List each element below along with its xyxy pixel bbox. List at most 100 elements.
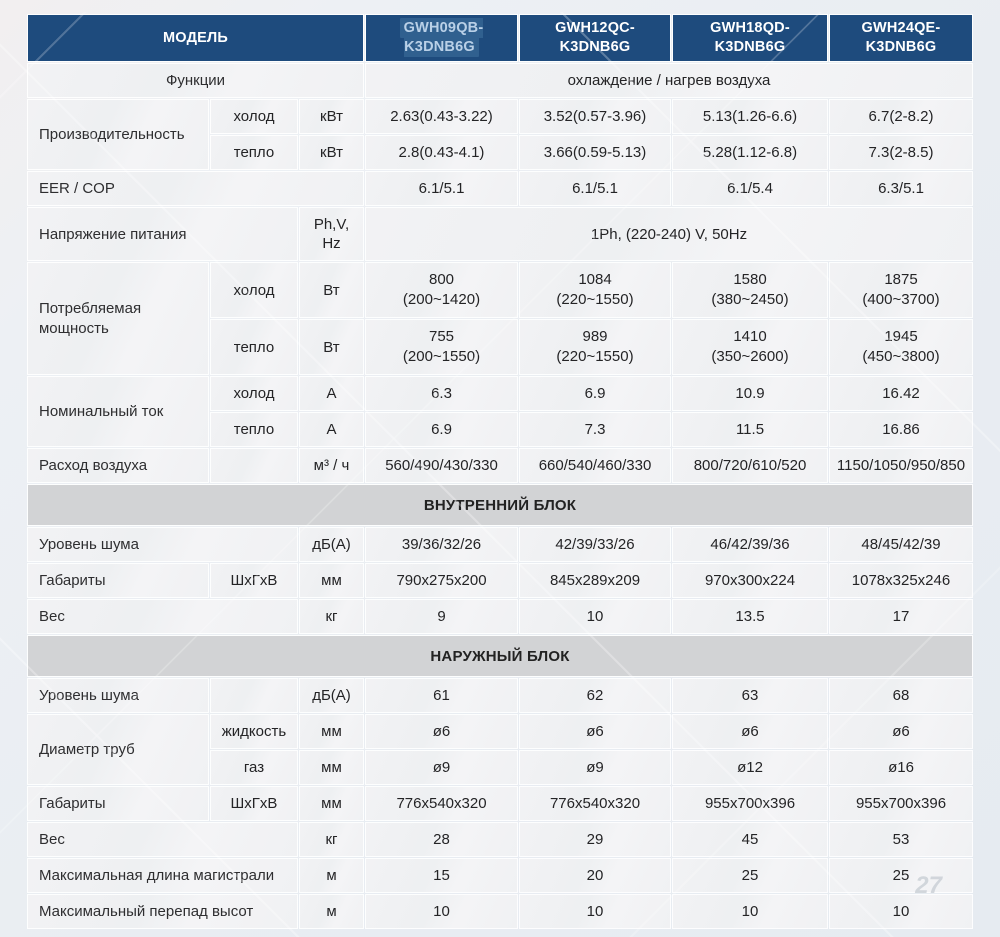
row-label: Расход воздуха: [27, 449, 208, 482]
row-label: Уровень шума: [27, 528, 297, 561]
spec-value: 560/490/430/330: [366, 449, 517, 482]
model-name: GWH12QC-K3DNB6G: [555, 20, 635, 55]
model-header: GWH09QB-K3DNB6G: [366, 15, 517, 61]
spec-value: [210, 679, 297, 712]
spec-value: 6.9: [366, 413, 517, 446]
spec-row: Потребляемая мощность холод Вт 800 (200~142…: [27, 263, 972, 374]
spec-row: Максимальная длина магистрали м 15 20 25 25: [27, 859, 972, 892]
spec-value: жидкость: [210, 715, 297, 748]
spec-value: 68: [830, 679, 972, 712]
row-label: Вес: [27, 600, 297, 633]
row-label: Напряжение питания: [27, 208, 297, 260]
spec-value: 1410 (350~2600): [673, 320, 827, 374]
spec-value: 9: [366, 600, 517, 633]
spec-value: 1084 (220~1550): [520, 263, 670, 317]
spec-row: Уровень шума дБ(А) 61 62 63 68: [27, 679, 972, 712]
row-label: Вес: [27, 823, 297, 856]
spec-value: кг: [299, 823, 363, 856]
spec-value: 13.5: [673, 600, 827, 633]
spec-value: 1150/1050/950/850: [830, 449, 972, 482]
spec-row: Функции охлаждение / нагрев воздуха: [27, 64, 972, 97]
spec-value: 955x700x396: [830, 787, 972, 820]
spec-value: ø6: [830, 715, 972, 748]
spec-value: 48/45/42/39: [830, 528, 972, 561]
spec-value: дБ(А): [299, 679, 363, 712]
spec-value: ø9: [366, 751, 517, 784]
spec-value: 17: [830, 600, 972, 633]
model-name: GWH24QE-K3DNB6G: [861, 20, 941, 55]
spec-row: тепло А 6.9 7.3 11.5 16.86: [28, 413, 972, 446]
spec-value: 1Ph, (220-240) V, 50Hz: [366, 208, 972, 260]
spec-row: газ мм ø9 ø9 ø12 ø16: [28, 751, 972, 784]
spec-value: 6.1/5.4: [673, 172, 827, 205]
spec-value: 28: [366, 823, 517, 856]
spec-value: холод: [210, 263, 297, 317]
row-label: EER / COP: [27, 172, 363, 205]
section-header: ВНУТРЕННИЙ БЛОК: [27, 485, 972, 525]
row-label: Уровень шума: [27, 679, 208, 712]
spec-sheet-page: МОДЕЛЬ GWH09QB-K3DNB6G GWH12QC-K3DNB6G GWH…: [0, 12, 1000, 937]
spec-value: тепло: [210, 136, 297, 169]
spec-value: ø16: [830, 751, 972, 784]
spec-value: 5.13(1.26-6.6): [673, 100, 827, 133]
spec-value: дБ(А): [299, 528, 363, 561]
model-header-row: МОДЕЛЬ GWH09QB-K3DNB6G GWH12QC-K3DNB6G GWH…: [27, 15, 972, 61]
spec-value: 25: [673, 859, 827, 892]
spec-value: 6.7(2-8.2): [830, 100, 972, 133]
spec-value: 10: [830, 895, 972, 928]
spec-value: 1875 (400~3700): [830, 263, 972, 317]
spec-value: мм: [299, 564, 363, 597]
spec-value: 15: [366, 859, 517, 892]
spec-table: МОДЕЛЬ GWH09QB-K3DNB6G GWH12QC-K3DNB6G GWH…: [25, 12, 975, 931]
spec-value: 25: [830, 859, 972, 892]
spec-value: 16.86: [830, 413, 972, 446]
spec-row: тепло кВт 2.8(0.43-4.1) 3.66(0.59-5.13) 5.28…: [28, 136, 972, 169]
row-label: Максимальный перепад высот: [27, 895, 297, 928]
section-row: НАРУЖНЫЙ БЛОК: [27, 636, 972, 676]
spec-row: Уровень шума дБ(А) 39/36/32/26 42/39/33/26 4…: [27, 528, 972, 561]
spec-value: 10: [366, 895, 517, 928]
spec-value: А: [299, 377, 363, 410]
spec-value: 3.66(0.59-5.13): [520, 136, 670, 169]
row-label: Диаметр труб: [27, 715, 208, 784]
row-label: Потребляемая мощность: [27, 263, 208, 374]
spec-value: 6.3/5.1: [830, 172, 972, 205]
spec-value: 39/36/32/26: [366, 528, 517, 561]
spec-value: 42/39/33/26: [520, 528, 670, 561]
spec-value: 1580 (380~2450): [673, 263, 827, 317]
spec-value: 6.1/5.1: [366, 172, 517, 205]
spec-value: холод: [210, 377, 297, 410]
spec-value: 845x289x209: [520, 564, 670, 597]
spec-value: кВт: [299, 136, 363, 169]
spec-row: Габариты ШхГхВ мм 790x275x200 845x289x209 970…: [27, 564, 972, 597]
spec-value: 755 (200~1550): [366, 320, 517, 374]
spec-value: 11.5: [673, 413, 827, 446]
spec-value: ø6: [673, 715, 827, 748]
spec-value: 62: [520, 679, 670, 712]
spec-row: Габариты ШхГхВ мм 776x540x320 776x540x320 955…: [27, 787, 972, 820]
spec-value: 20: [520, 859, 670, 892]
spec-value: 5.28(1.12-6.8): [673, 136, 827, 169]
spec-value: Вт: [299, 320, 363, 374]
spec-value: 800 (200~1420): [366, 263, 517, 317]
spec-value: м³ / ч: [299, 449, 363, 482]
row-label: Производительность: [27, 100, 208, 169]
model-header: GWH12QC-K3DNB6G: [520, 15, 670, 61]
spec-row: Вес кг 28 29 45 53: [27, 823, 972, 856]
row-label: Номинальный ток: [27, 377, 208, 446]
spec-value: 6.9: [520, 377, 670, 410]
row-label: Габариты: [27, 564, 208, 597]
row-label: Максимальная длина магистрали: [27, 859, 297, 892]
spec-value: 970x300x224: [673, 564, 827, 597]
spec-value: Ph,V, Hz: [299, 208, 363, 260]
spec-value: 955x700x396: [673, 787, 827, 820]
spec-value: 2.63(0.43-3.22): [366, 100, 517, 133]
spec-row: тепло Вт 755 (200~1550) 989 (220~1550) 1410 …: [28, 320, 972, 374]
spec-value: м: [299, 895, 363, 928]
spec-value: 2.8(0.43-4.1): [366, 136, 517, 169]
spec-value: 776x540x320: [366, 787, 517, 820]
spec-value: ø6: [366, 715, 517, 748]
spec-value: [210, 449, 297, 482]
spec-value: ШхГхВ: [210, 564, 297, 597]
model-header-label: МОДЕЛЬ: [27, 15, 363, 61]
